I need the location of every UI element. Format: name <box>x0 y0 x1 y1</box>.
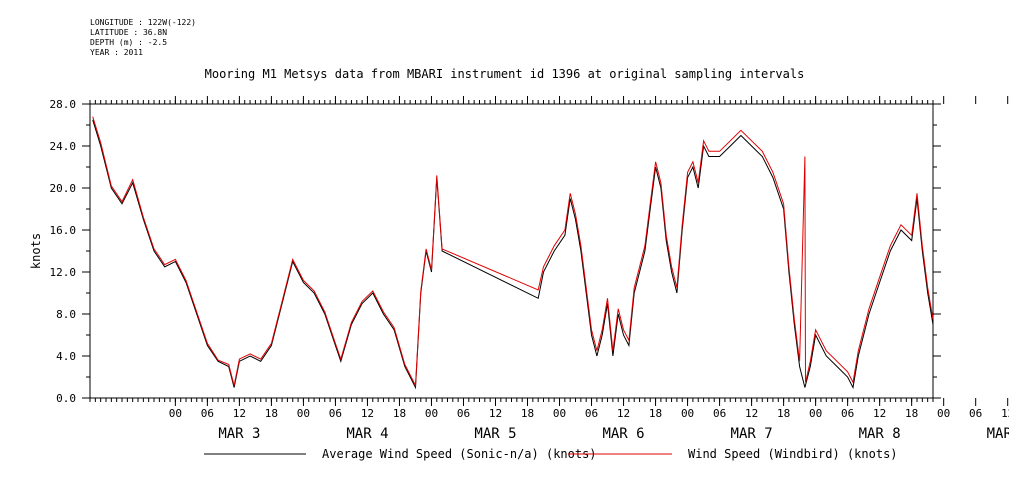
legend-label-sonic: Average Wind Speed (Sonic-n/a) (knots) <box>322 447 597 461</box>
x-day-label: MAR 3 <box>218 426 260 442</box>
x-tick-label: 06 <box>585 407 598 420</box>
meta-longitude: LONGITUDE : 122W(-122) <box>90 18 196 27</box>
x-tick-label: 12 <box>361 407 374 420</box>
legend: Average Wind Speed (Sonic-n/a) (knots) W… <box>204 447 898 461</box>
y-tick-label: 20.0 <box>50 182 77 195</box>
y-tick-label: 28.0 <box>50 98 77 111</box>
x-tick-label: 00 <box>553 407 566 420</box>
x-day-label: MAR 9 <box>987 426 1009 442</box>
x-tick-label: 00 <box>809 407 822 420</box>
chart-title: Mooring M1 Metsys data from MBARI instru… <box>204 67 805 81</box>
x-tick-label: 18 <box>393 407 406 420</box>
x-tick-label: 00 <box>169 407 182 420</box>
x-tick-label: 12 <box>489 407 502 420</box>
x-tick-label: 06 <box>969 407 982 420</box>
x-day-label: MAR 8 <box>859 426 901 442</box>
x-tick-label: 00 <box>937 407 950 420</box>
metadata-block: LONGITUDE : 122W(-122) LATITUDE : 36.8N … <box>90 18 196 58</box>
x-tick-label: 00 <box>681 407 694 420</box>
x-tick-label: 12 <box>233 407 246 420</box>
legend-label-windbird: Wind Speed (Windbird) (knots) <box>688 447 898 461</box>
y-tick-label: 8.0 <box>56 308 76 321</box>
x-tick-label: 06 <box>713 407 726 420</box>
x-tick-label: 18 <box>265 407 278 420</box>
x-day-label: MAR 7 <box>731 426 773 442</box>
plot-axes: 00 06 12 18 00 06 12 18 00 06 12 18 00 06 12 18 00 06 12 18… <box>50 96 1009 442</box>
x-day-label: MAR 4 <box>346 426 388 442</box>
x-tick-label: 12 <box>1001 407 1009 420</box>
x-tick-label: 18 <box>905 407 918 420</box>
y-tick-label: 12.0 <box>50 266 77 279</box>
x-tick-label: 00 <box>297 407 310 420</box>
x-tick-label: 18 <box>777 407 790 420</box>
meta-depth: DEPTH (m) : -2.5 <box>90 38 168 47</box>
plot-frame <box>89 103 934 399</box>
y-tick-label: 0.0 <box>56 392 76 405</box>
y-axis-label: knots <box>29 233 43 269</box>
y-tick-label: 16.0 <box>50 224 77 237</box>
x-tick-label: 06 <box>457 407 470 420</box>
y-tick-label: 4.0 <box>56 350 76 363</box>
x-tick-label: 00 <box>425 407 438 420</box>
series-line-sonic <box>92 119 934 390</box>
series-layer <box>92 116 934 390</box>
series-line-windbird <box>92 116 934 388</box>
meta-year: YEAR : 2011 <box>90 48 143 57</box>
x-tick-label: 12 <box>745 407 758 420</box>
x-tick-label: 06 <box>201 407 214 420</box>
x-tick-label: 06 <box>841 407 854 420</box>
y-tick-label: 24.0 <box>50 140 77 153</box>
x-tick-label: 18 <box>521 407 534 420</box>
x-tick-label: 12 <box>873 407 886 420</box>
x-tick-label: 18 <box>649 407 662 420</box>
meta-latitude: LATITUDE : 36.8N <box>90 28 168 37</box>
x-tick-label: 12 <box>617 407 630 420</box>
x-day-label: MAR 6 <box>602 426 644 442</box>
x-tick-label: 06 <box>329 407 342 420</box>
x-day-label: MAR 5 <box>474 426 516 442</box>
